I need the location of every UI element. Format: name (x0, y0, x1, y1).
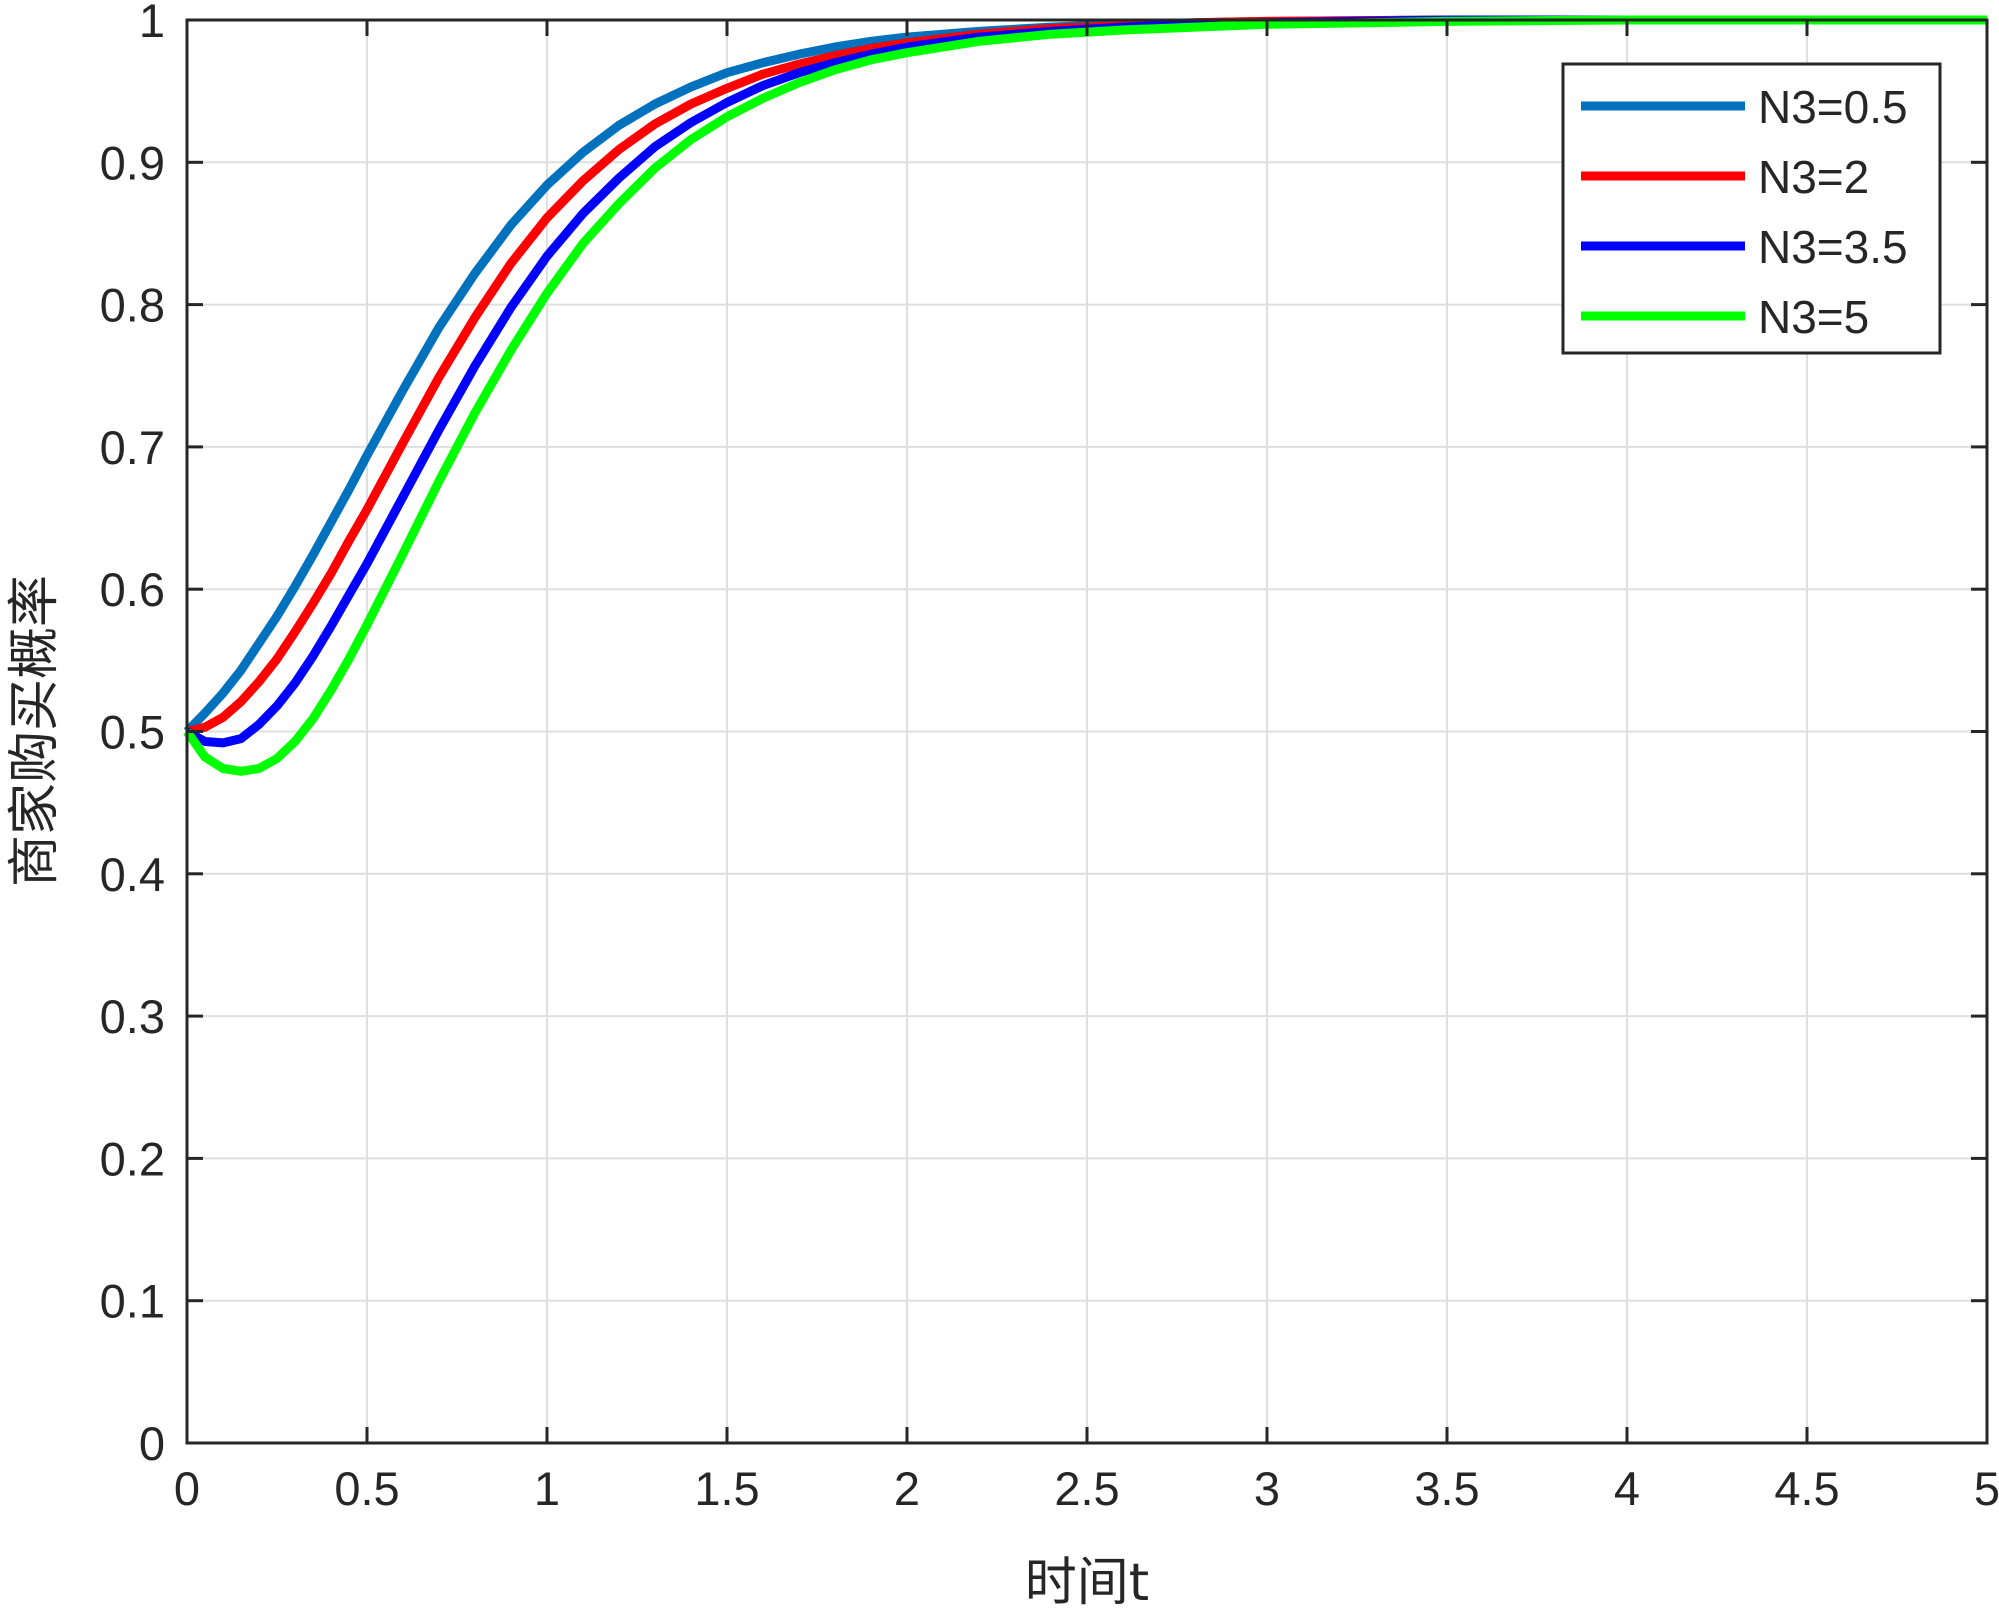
legend-label-2: N3=2 (1758, 151, 1869, 203)
x-tick-label: 4.5 (1774, 1462, 1839, 1515)
x-tick-label: 3 (1254, 1462, 1280, 1515)
y-tick-label: 0.6 (100, 563, 165, 616)
y-tick-label: 0 (139, 1417, 165, 1470)
legend-box (1561, 62, 1942, 355)
y-tick-label: 0.3 (100, 990, 165, 1043)
legend: N3=0.5 N3=2 N3=3.5 N3=5 (1561, 62, 1942, 355)
y-axis-title: 商家购买概率 (5, 575, 65, 887)
series-lines (183, 15, 1987, 776)
legend-label-4: N3=5 (1758, 291, 1869, 343)
y-tick-label: 0.1 (100, 1275, 165, 1328)
y-tick-label: 0.2 (100, 1132, 165, 1185)
x-tick-label: 1 (534, 1462, 560, 1515)
x-tick-label: 5 (1974, 1462, 1999, 1515)
x-axis-title: 时间t (1025, 1553, 1149, 1609)
x-tick-label: 3.5 (1414, 1462, 1479, 1515)
x-tick-label: 2.5 (1054, 1462, 1119, 1515)
y-tick-label: 0.9 (100, 136, 165, 189)
y-tick-label: 0.5 (100, 706, 165, 759)
y-tick-label: 1 (139, 0, 165, 47)
legend-label-1: N3=0.5 (1758, 81, 1908, 133)
series-line-4 (183, 15, 1987, 776)
y-tick-label: 0.7 (100, 421, 165, 474)
legend-label-3: N3=3.5 (1758, 221, 1908, 273)
axis-ticks: 0 0.5 1 1.5 2 2.5 3 3.5 4 4.5 5 0 0.1 0.2 0.3 0.4 0.5 0.6… (100, 0, 1999, 1515)
y-tick-label: 0.4 (100, 848, 165, 901)
x-tick-label: 4 (1614, 1462, 1640, 1515)
x-tick-label: 0.5 (334, 1462, 399, 1515)
x-tick-label: 2 (894, 1462, 920, 1515)
x-tick-label: 1.5 (694, 1462, 759, 1515)
x-tick-label: 0 (174, 1462, 200, 1515)
y-tick-label: 0.8 (100, 279, 165, 332)
